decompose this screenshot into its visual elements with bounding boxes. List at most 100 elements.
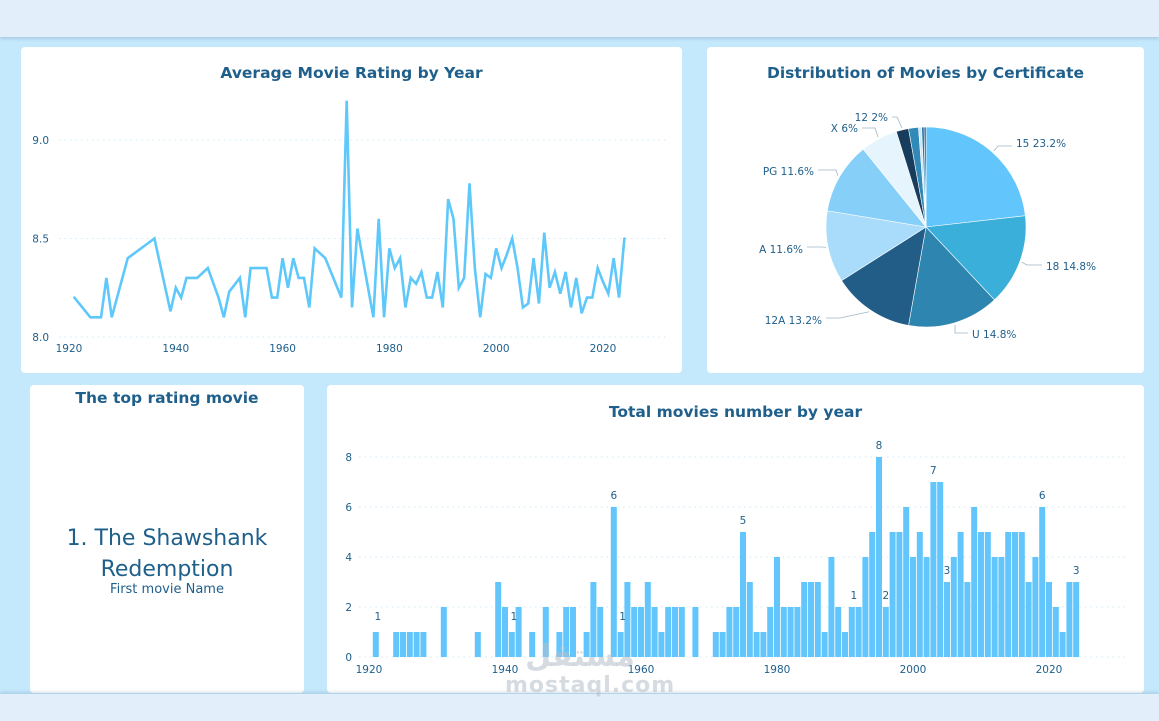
x-tick-label: 1940 xyxy=(162,343,189,355)
y-tick-label: 9.0 xyxy=(32,135,49,147)
x-tick-label: 2000 xyxy=(483,343,510,355)
x-tick-label: 1940 xyxy=(492,664,519,676)
pie-leader-line xyxy=(818,169,839,176)
pie-slice-18 xyxy=(925,215,1027,301)
bar xyxy=(835,607,842,657)
bar-data-label: 6 xyxy=(610,490,617,502)
y-tick-label: 2 xyxy=(345,602,352,614)
bar xyxy=(1046,582,1052,657)
bar xyxy=(903,507,910,657)
bar xyxy=(372,632,379,657)
bar xyxy=(889,532,896,657)
pie-label: U 14.8% xyxy=(972,329,1016,341)
bar xyxy=(855,607,862,657)
avg-rating-title: Average Movie Rating by Year xyxy=(220,64,483,82)
bar-data-label: 3 xyxy=(944,565,951,577)
pie-label: A 11.6% xyxy=(759,244,803,256)
y-tick-label: 8.5 xyxy=(32,234,49,246)
top-movie-card: The top rating movie 1. The Shawshank Re… xyxy=(30,385,304,693)
bar xyxy=(719,632,726,657)
bar xyxy=(678,607,685,657)
bar xyxy=(957,532,964,657)
pie-leader-line xyxy=(892,116,903,129)
bar xyxy=(753,632,760,657)
bar xyxy=(937,482,944,657)
bar xyxy=(1025,582,1032,657)
bar xyxy=(474,632,481,657)
bar xyxy=(726,607,733,657)
pie-leader-line xyxy=(862,127,879,138)
watermark-text: mostaql.com xyxy=(505,673,676,698)
bar-data-label: 1 xyxy=(510,611,517,623)
bar xyxy=(590,582,597,657)
y-tick-label: 6 xyxy=(345,502,352,514)
bar xyxy=(876,457,882,657)
certificate-card: Distribution of Movies by Certificate 15… xyxy=(707,47,1144,373)
pie-leader-line xyxy=(993,145,1012,152)
bar-data-label: 1 xyxy=(850,590,857,602)
bar xyxy=(556,632,563,657)
avg-rating-chart: 8.0 8.5 9.0 1920 1940 1960 1980 2000 2020 xyxy=(32,100,666,355)
bar xyxy=(821,632,828,657)
bar-data-label: 3 xyxy=(1073,565,1080,577)
pie-label: 12A 13.2% xyxy=(765,315,822,327)
bar xyxy=(1012,532,1018,657)
pie-label: 12 2% xyxy=(855,112,888,124)
pie-label: X 6% xyxy=(831,123,858,135)
bar xyxy=(862,557,869,657)
bar xyxy=(617,632,624,657)
bar-data-label: 2 xyxy=(882,590,889,602)
movies-by-year-card: Total movies number by year 0 2 4 6 8 1920 194… xyxy=(327,385,1144,693)
bar xyxy=(1066,582,1073,657)
bar xyxy=(971,507,978,657)
movies-by-year-title: Total movies number by year xyxy=(608,403,863,421)
pie-label: 18 14.8% xyxy=(1046,261,1096,273)
bottom-band xyxy=(0,694,1159,721)
bar xyxy=(1052,607,1059,657)
bar xyxy=(808,582,814,657)
bar xyxy=(896,532,903,657)
x-tick-label: 2020 xyxy=(590,343,617,355)
pie-slice-pg xyxy=(826,148,927,228)
top-movie-title: The top rating movie xyxy=(75,389,259,407)
pie-slice-12a xyxy=(841,226,927,326)
bar xyxy=(801,582,808,657)
bar xyxy=(644,582,651,657)
y-tick-label: 0 xyxy=(345,652,352,664)
pie-slice-15 xyxy=(925,126,1026,228)
pie-slice-unlabeled xyxy=(923,126,927,228)
bar xyxy=(1039,507,1046,657)
bar xyxy=(651,607,658,657)
bar xyxy=(515,607,522,657)
bar xyxy=(882,607,889,657)
bar xyxy=(563,607,570,657)
pie-slice-a xyxy=(825,210,927,281)
bar xyxy=(665,607,672,657)
bar-data-label: 7 xyxy=(930,465,937,477)
bar xyxy=(495,582,502,657)
bar xyxy=(583,632,590,657)
bar xyxy=(746,582,753,657)
bar xyxy=(848,607,855,657)
bar xyxy=(984,532,991,657)
bar xyxy=(1073,582,1080,657)
bar xyxy=(916,532,923,657)
bar xyxy=(780,607,787,657)
avg-rating-card: Average Movie Rating by Year 8.0 8.5 9.0 19… xyxy=(21,47,682,373)
top-movie-name: 1. The Shawshank Redemption xyxy=(66,526,268,582)
bar xyxy=(1005,532,1012,657)
bar xyxy=(923,557,930,657)
bar xyxy=(542,607,549,657)
bar xyxy=(658,632,665,657)
bar xyxy=(787,607,794,657)
bar xyxy=(869,532,876,657)
bar xyxy=(570,607,576,657)
bar xyxy=(672,607,678,657)
bar xyxy=(692,607,699,657)
bar xyxy=(760,632,767,657)
bar xyxy=(930,482,937,657)
bar xyxy=(991,557,998,657)
bar xyxy=(420,632,427,657)
pie-label: 15 23.2% xyxy=(1016,138,1066,150)
bar xyxy=(393,632,400,657)
